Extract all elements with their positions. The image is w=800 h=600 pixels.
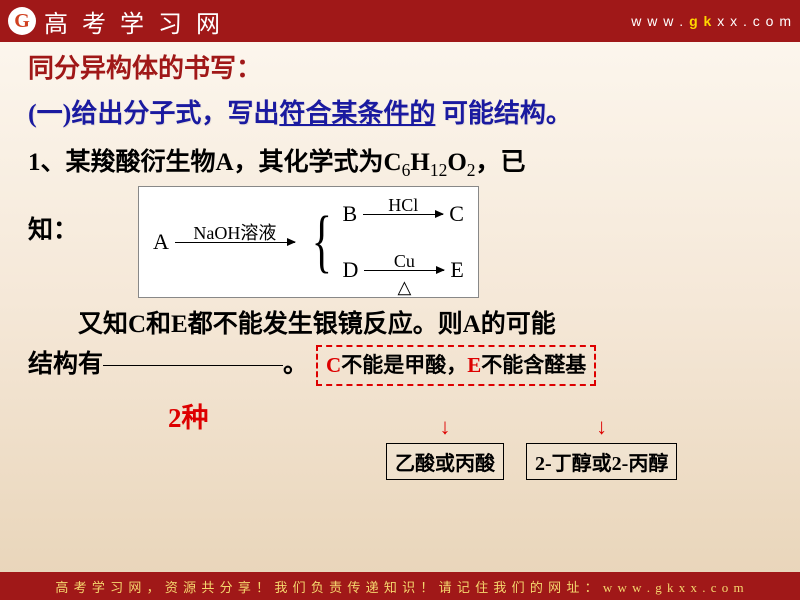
logo-icon: G <box>8 7 36 35</box>
footer-bar: 高 考 学 习 网 ， 资 源 共 分 享 ！ 我 们 负 责 传 递 知 识 … <box>0 572 800 600</box>
slide-content: 同分异构体的书写： (一)给出分子式，写出符合某条件的 可能结构。 1、某羧酸衍… <box>0 42 800 480</box>
header-bar: G 高 考 学 习 网 w w w . g k x x . c o m <box>0 0 800 42</box>
answer-text: 2种 <box>168 396 772 435</box>
node-C: C <box>449 197 464 231</box>
arrow-icon: HCl <box>363 214 443 215</box>
arrow-down-icon: ↓ <box>596 416 607 438</box>
answer-boxes: ↓ 乙酸或丙酸 ↓ 2-丁醇或2-丙醇 <box>386 443 772 480</box>
heading-1: 同分异构体的书写： <box>28 48 772 85</box>
heading-2: (一)给出分子式，写出符合某条件的 可能结构。 <box>28 93 772 130</box>
reaction-diagram: A NaOH溶液 { B HCl C D Cu△ E <box>138 186 479 298</box>
node-A: A <box>153 225 169 259</box>
option-box-2: ↓ 2-丁醇或2-丙醇 <box>526 443 677 480</box>
blank-line <box>103 365 283 366</box>
problem-text: 1、某羧酸衍生物A，其化学式为C6H12O2，已 知： A NaOH溶液 { B… <box>28 144 772 386</box>
node-B: B <box>343 197 358 231</box>
arrow-icon: Cu△ <box>364 270 444 271</box>
arrow-icon: NaOH溶液 <box>175 242 295 243</box>
option-box-1: ↓ 乙酸或丙酸 <box>386 443 504 480</box>
arrow-down-icon: ↓ <box>440 416 451 438</box>
node-D: D <box>343 253 359 287</box>
header-url: w w w . g k x x . c o m <box>631 13 792 29</box>
hint-box: C不能是甲酸，E不能含醛基 <box>316 345 596 386</box>
brace-icon: { <box>312 207 332 277</box>
node-E: E <box>450 253 463 287</box>
logo-text: 高 考 学 习 网 <box>44 4 224 39</box>
